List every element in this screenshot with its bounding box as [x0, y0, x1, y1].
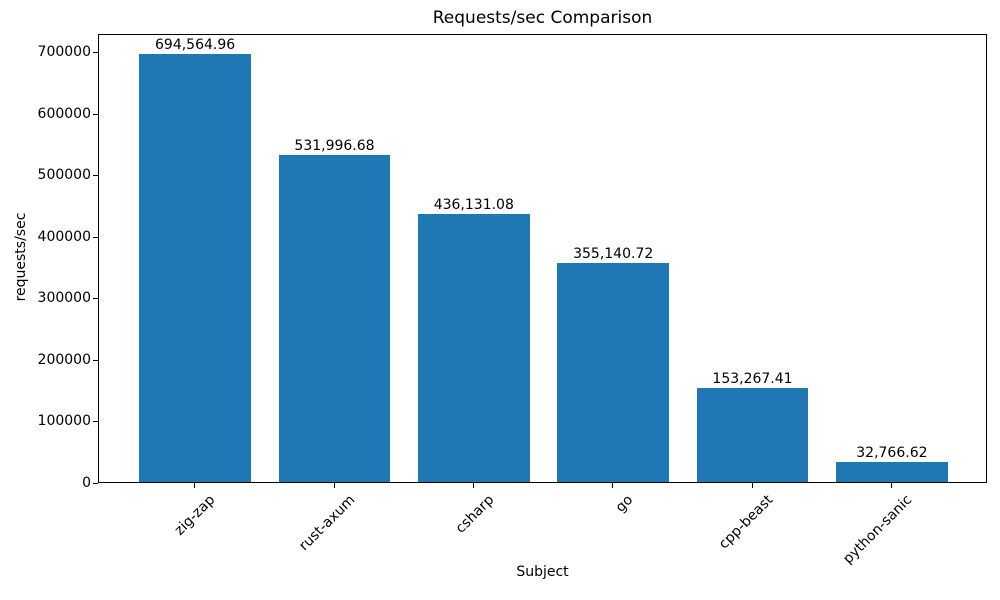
- bar-value-label: 694,564.96: [155, 37, 236, 54]
- y-tick-label: 700000: [37, 44, 91, 60]
- bar-python-sanic: [836, 461, 948, 482]
- x-tick-label-rust-axum: rust-axum: [295, 492, 358, 555]
- y-axis-label: requests/sec: [13, 212, 29, 302]
- x-tick-mark: [751, 483, 753, 488]
- bar-value-label: 355,140.72: [573, 246, 654, 263]
- y-tick-label: 400000: [37, 228, 91, 245]
- x-tick-mark: [472, 483, 474, 488]
- y-tick-mark: [93, 421, 98, 423]
- y-tick-mark: [93, 483, 98, 484]
- x-tick-mark: [612, 483, 614, 488]
- x-axis-label: Subject: [516, 564, 569, 580]
- bar-zig-zap: [139, 54, 251, 482]
- x-tick-label-cpp-beast: cpp-beast: [715, 492, 776, 553]
- plot-area: 694,564.96 531,996.68 436,131.08 355,140.72…: [98, 34, 987, 483]
- y-tick-mark: [93, 175, 98, 177]
- x-tick-label-csharp: csharp: [452, 492, 498, 537]
- bar-go: [557, 263, 669, 482]
- x-tick-label-zig-zap: zig-zap: [171, 492, 219, 539]
- y-tick-label: 200000: [37, 351, 91, 368]
- x-tick-label-go: go: [612, 492, 637, 516]
- y-tick-mark: [93, 52, 98, 53]
- y-tick-mark: [93, 113, 98, 115]
- y-tick-mark: [93, 236, 98, 238]
- chart-title: Requests/sec Comparison: [432, 8, 653, 28]
- x-tick-mark: [333, 483, 335, 488]
- bar-csharp: [418, 213, 530, 482]
- bar-value-label: 153,267.41: [712, 370, 793, 387]
- x-tick-mark: [194, 483, 196, 488]
- y-tick-mark: [93, 298, 98, 300]
- y-tick-mark: [93, 359, 98, 361]
- y-tick-label: 0: [82, 475, 91, 491]
- bar-rust-axum: [278, 154, 391, 482]
- y-tick-label: 500000: [37, 167, 91, 184]
- y-tick-label: 300000: [37, 290, 91, 307]
- x-tick-mark: [890, 483, 892, 488]
- bar-value-label: 32,766.62: [856, 444, 928, 461]
- y-tick-label: 100000: [37, 413, 91, 430]
- bar-value-label: 531,996.68: [294, 137, 375, 154]
- bar-cpp-beast: [696, 387, 809, 482]
- y-tick-label: 600000: [37, 105, 91, 122]
- bar-value-label: 436,131.08: [433, 196, 514, 213]
- x-tick-label-python-sanic: python-sanic: [839, 492, 916, 568]
